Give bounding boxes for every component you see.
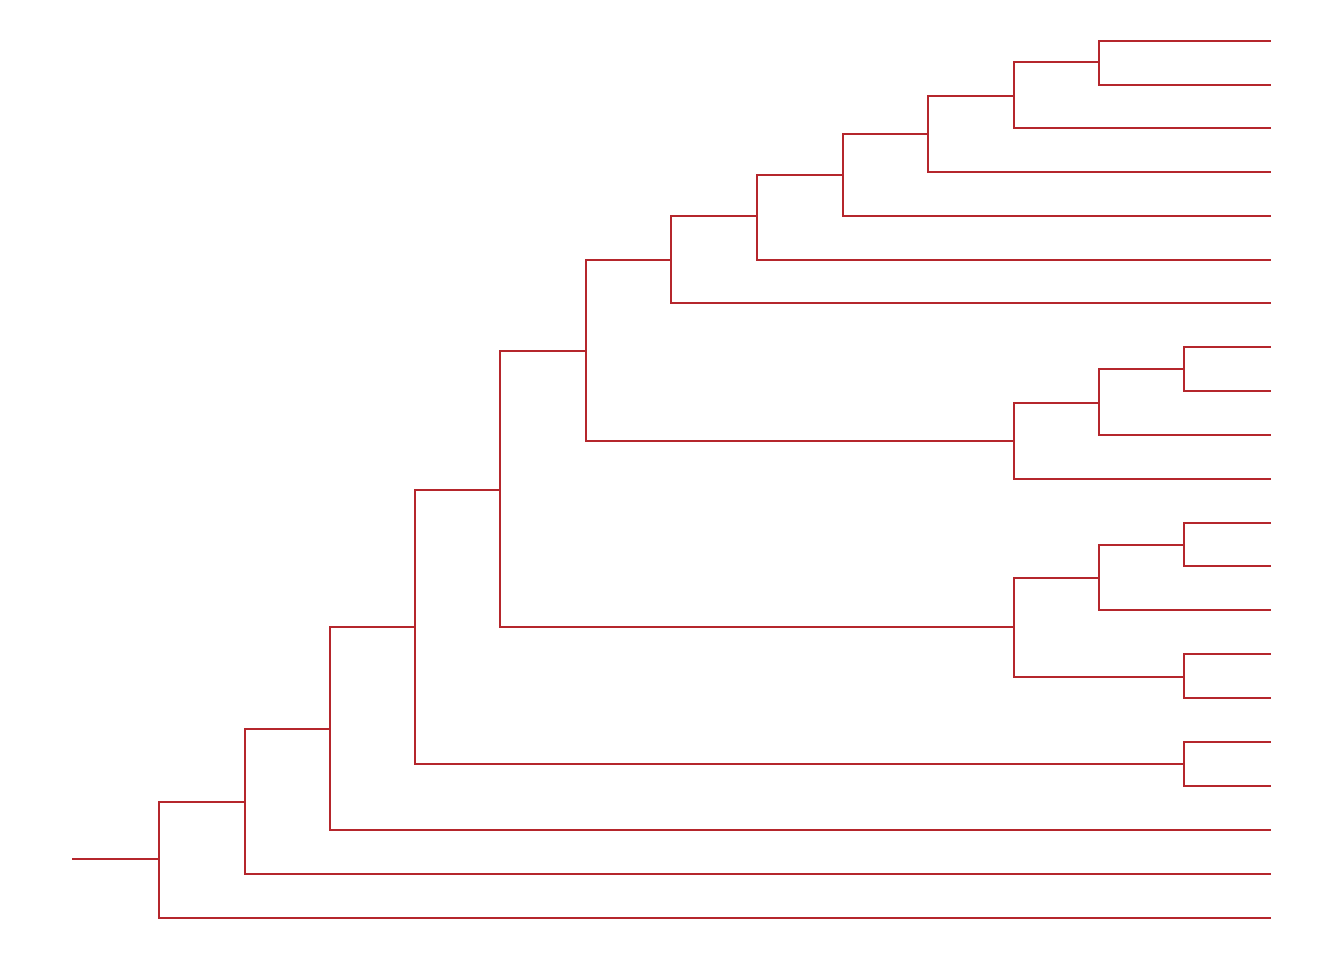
tree-branches — [72, 40, 1271, 919]
